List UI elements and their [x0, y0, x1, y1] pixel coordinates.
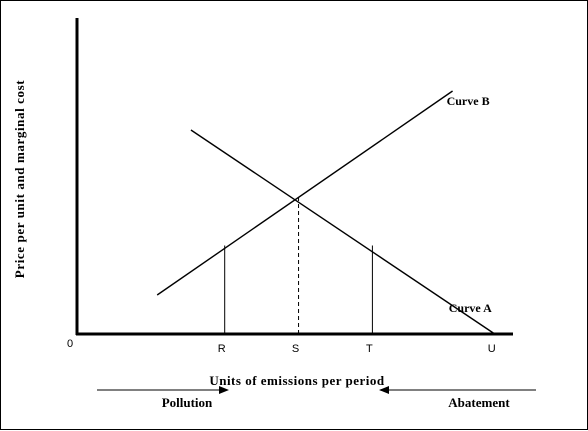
abatement-label: Abatement: [448, 395, 510, 410]
x-tick-label-u: U: [488, 343, 496, 355]
vertical-guides: [224, 196, 373, 334]
x-tick-label-r: R: [218, 343, 226, 355]
x-tick-label-t: T: [366, 343, 373, 355]
series-labels: Curve A Curve B: [447, 94, 493, 315]
x-tick-labels: R S T U: [218, 343, 496, 355]
series-lines: [156, 90, 496, 335]
pollution-label: Pollution: [162, 395, 213, 410]
origin-label: 0: [67, 338, 73, 350]
y-axis-label: Price per unit and marginal cost: [12, 80, 27, 278]
series-line-curve-a: [190, 129, 496, 335]
series-label-curve-b: Curve B: [447, 94, 490, 108]
abatement-arrow-head: [379, 386, 389, 394]
series-label-curve-a: Curve A: [449, 301, 492, 315]
x-tick-label-s: S: [292, 343, 299, 355]
pollution-arrow-head: [219, 386, 229, 394]
series-line-curve-b: [156, 90, 453, 296]
x-axis-label: Units of emissions per period: [209, 373, 385, 388]
